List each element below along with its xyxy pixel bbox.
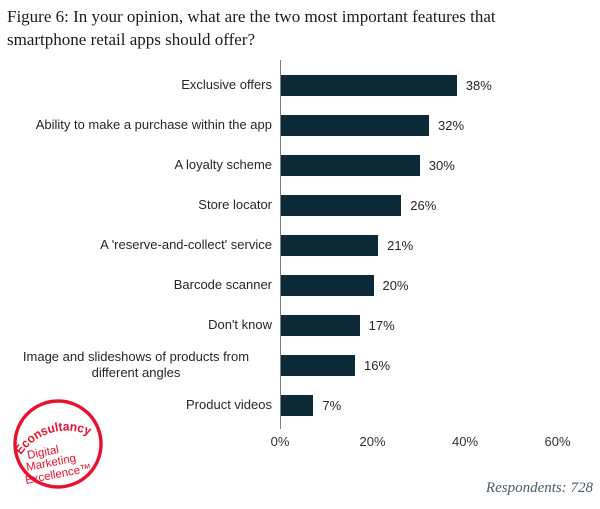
bar (281, 314, 360, 336)
bar (281, 234, 379, 256)
category-label: Store locator (198, 197, 272, 212)
x-tick-label: 20% (359, 434, 386, 449)
bar (281, 274, 374, 296)
plot-area: Exclusive offers 38% Ability to make a pur… (22, 60, 571, 449)
logo-circle (13, 399, 103, 489)
bar (281, 114, 429, 136)
figure-title-line2: smartphone retail apps should offer? (7, 30, 256, 49)
value-label: 17% (368, 317, 395, 333)
econsultancy-logo: Econsultancy Digital Marketing Excellenc… (12, 399, 103, 489)
figure-title: Figure 6: In your opinion, what are the … (7, 5, 496, 51)
bar (281, 194, 402, 216)
x-tick-label: 60% (544, 434, 571, 449)
x-tick-label: 40% (451, 434, 479, 449)
respondents-note: Respondents: 728 (485, 480, 593, 496)
category-label: A loyalty scheme (174, 157, 272, 172)
bar (281, 354, 355, 376)
category-label: Barcode scanner (173, 277, 272, 292)
value-label: 7% (322, 397, 342, 413)
bar (281, 154, 420, 176)
y-axis-line (280, 60, 281, 429)
figure-title-line1: Figure 6: In your opinion, what are the … (7, 7, 496, 26)
category-label: Don't know (208, 317, 272, 332)
value-label: 38% (465, 77, 492, 93)
category-label: Product videos (186, 397, 272, 412)
category-label: Exclusive offers (181, 77, 272, 92)
x-tick-label: 0% (270, 434, 290, 449)
category-label: Image and slideshows of products from di… (22, 349, 250, 380)
value-label: 32% (438, 117, 465, 133)
category-label: A 'reserve-and-collect' service (100, 237, 272, 252)
value-label: 21% (387, 237, 414, 253)
value-label: 16% (364, 357, 391, 373)
bar (281, 74, 457, 96)
value-label: 30% (428, 157, 455, 173)
bar (281, 394, 314, 416)
logo-tagline-line1: Digital (26, 444, 60, 462)
value-label: 26% (410, 197, 437, 213)
category-label: Ability to make a purchase within the ap… (35, 117, 272, 132)
value-label: 20% (382, 277, 409, 293)
